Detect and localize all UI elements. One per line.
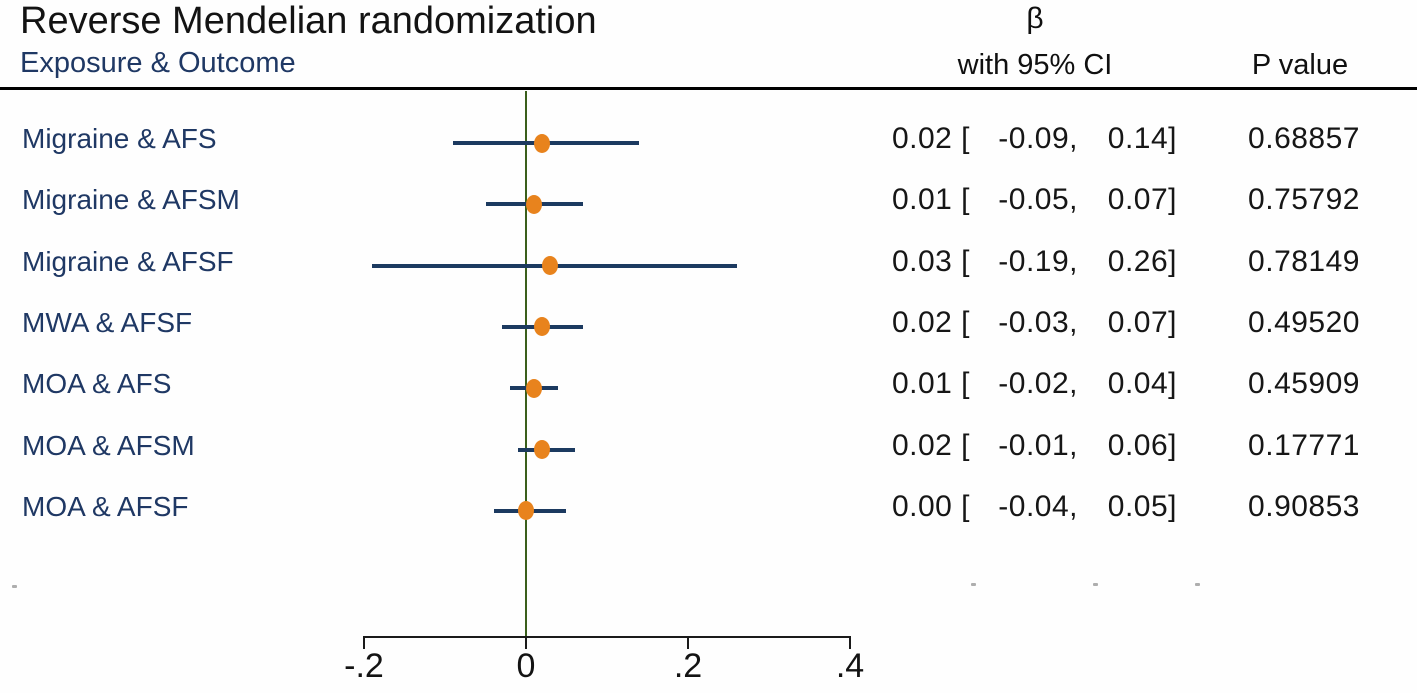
- point-estimate-dot: [534, 133, 551, 153]
- row-label-exposure-outcome: Migraine & AFS: [22, 123, 217, 154]
- p-value-cell: 0.17771: [1248, 428, 1360, 462]
- column-header-beta: β: [1026, 2, 1044, 35]
- row-label-exposure-outcome: MOA & AFS: [22, 368, 172, 400]
- p-value-cell: 0.45909: [1248, 367, 1360, 401]
- ci-high-cell: 0.26]: [1107, 244, 1177, 278]
- row-label-exposure-outcome: Migraine & AFSF: [22, 245, 234, 277]
- row-label-exposure-outcome: Migraine & AFSM: [22, 184, 240, 216]
- p-value-cell: 0.90853: [1248, 489, 1360, 523]
- beta-value-cell: 0.01 [: [891, 183, 970, 217]
- ci-low-cell: -0.01,: [998, 428, 1078, 462]
- zero-reference-line: [525, 91, 527, 637]
- p-value-cell: 0.49520: [1248, 305, 1360, 339]
- ci-high-cell: 0.14]: [1107, 122, 1177, 155]
- header-divider-rule: [0, 87, 1417, 90]
- ci-high-cell: 0.05]: [1107, 489, 1177, 523]
- point-estimate-dot: [534, 317, 551, 337]
- x-axis-line: [363, 636, 851, 638]
- beta-value-cell: 0.02 [: [891, 428, 970, 462]
- p-value-cell: 0.68857: [1248, 122, 1360, 155]
- point-estimate-dot: [534, 440, 551, 460]
- beta-value-cell: 0.01 [: [891, 367, 970, 401]
- column-header-ci: with 95% CI: [957, 49, 1113, 81]
- ci-low-cell: -0.03,: [998, 305, 1078, 339]
- x-axis-tick: [525, 637, 527, 649]
- x-axis-tick-label: 0: [516, 647, 536, 685]
- x-axis-tick-label: .2: [673, 647, 703, 685]
- ci-high-cell: 0.04]: [1107, 367, 1177, 401]
- placeholder-dot: [1093, 583, 1098, 586]
- beta-value-cell: 0.03 [: [891, 244, 970, 278]
- placeholder-dot: [971, 583, 976, 586]
- x-axis-tick: [687, 637, 689, 649]
- placeholder-dot: [12, 585, 17, 588]
- ci-high-cell: 0.07]: [1107, 305, 1177, 339]
- p-value-cell: 0.75792: [1248, 183, 1360, 217]
- ci-low-cell: -0.19,: [998, 244, 1078, 278]
- point-estimate-dot: [526, 194, 543, 214]
- placeholder-dot: [1195, 583, 1200, 586]
- x-axis-tick-label: -.2: [344, 647, 384, 685]
- point-estimate-dot: [526, 378, 543, 398]
- p-value-cell: 0.78149: [1248, 244, 1360, 278]
- page-title: Reverse Mendelian randomization: [20, 0, 597, 42]
- ci-low-cell: -0.09,: [998, 122, 1078, 155]
- row-label-exposure-outcome: MWA & AFSF: [22, 306, 193, 338]
- ci-low-cell: -0.02,: [998, 367, 1078, 401]
- column-header-p-value: P value: [1251, 49, 1349, 81]
- x-axis-tick-label: .4: [835, 647, 865, 685]
- beta-value-cell: 0.00 [: [891, 489, 970, 523]
- point-estimate-dot: [518, 501, 534, 521]
- ci-low-cell: -0.05,: [998, 183, 1078, 217]
- x-axis-tick: [363, 637, 365, 649]
- ci-high-cell: 0.07]: [1107, 183, 1177, 217]
- beta-value-cell: 0.02 [: [891, 305, 970, 339]
- beta-value-cell: 0.02 [: [891, 122, 970, 155]
- row-label-exposure-outcome: MOA & AFSM: [22, 429, 195, 461]
- row-label-exposure-outcome: MOA & AFSF: [22, 490, 189, 522]
- point-estimate-dot: [542, 256, 559, 276]
- ci-high-cell: 0.06]: [1107, 428, 1177, 462]
- x-axis-tick: [849, 637, 851, 649]
- column-header-exposure-outcome: Exposure & Outcome: [20, 47, 296, 79]
- ci-low-cell: -0.04,: [998, 489, 1078, 523]
